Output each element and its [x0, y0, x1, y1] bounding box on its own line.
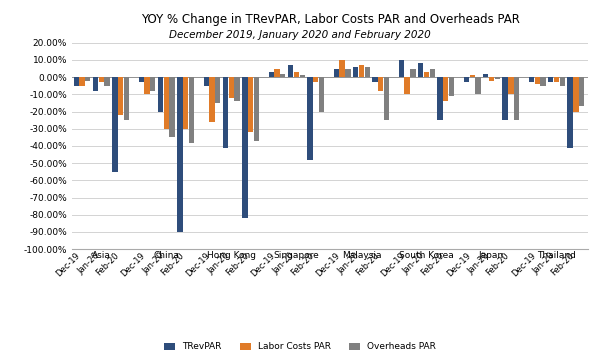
Text: South Korea: South Korea: [399, 251, 454, 260]
Bar: [540, 77, 545, 86]
Bar: [229, 77, 234, 98]
Bar: [334, 68, 339, 77]
Text: China: China: [154, 251, 179, 260]
Bar: [307, 77, 313, 160]
Bar: [449, 77, 454, 96]
Bar: [269, 72, 274, 77]
Bar: [288, 65, 293, 77]
Title: YOY % Change in TRevPAR, Labor Costs PAR and Overheads PAR: YOY % Change in TRevPAR, Labor Costs PAR…: [140, 13, 520, 26]
Bar: [209, 77, 215, 122]
Bar: [104, 77, 110, 86]
Bar: [254, 77, 259, 141]
Bar: [384, 77, 389, 120]
Bar: [189, 77, 194, 142]
Bar: [139, 77, 144, 82]
Bar: [489, 77, 494, 80]
Bar: [568, 77, 573, 148]
Bar: [178, 77, 182, 232]
Bar: [118, 77, 124, 115]
Bar: [280, 74, 286, 77]
Text: Japan: Japan: [479, 251, 504, 260]
Bar: [424, 72, 429, 77]
Bar: [93, 77, 98, 91]
Bar: [223, 77, 229, 148]
Text: Asia: Asia: [92, 251, 111, 260]
Bar: [418, 63, 424, 77]
Bar: [443, 77, 448, 101]
Bar: [145, 77, 149, 94]
Bar: [483, 74, 488, 77]
Bar: [430, 68, 435, 77]
Bar: [158, 77, 163, 111]
Bar: [502, 77, 508, 120]
Bar: [437, 77, 443, 120]
Bar: [215, 77, 220, 103]
Bar: [514, 77, 519, 120]
Bar: [365, 67, 370, 77]
Bar: [529, 77, 534, 82]
Bar: [373, 77, 378, 82]
Bar: [85, 77, 91, 80]
Bar: [274, 68, 280, 77]
Bar: [74, 77, 79, 86]
Bar: [169, 77, 175, 137]
Text: Malaysia: Malaysia: [342, 251, 381, 260]
Bar: [203, 77, 209, 86]
Bar: [359, 65, 364, 77]
Bar: [124, 77, 129, 120]
Bar: [299, 75, 305, 77]
Bar: [475, 77, 481, 94]
Bar: [508, 77, 514, 94]
Bar: [410, 68, 416, 77]
Bar: [494, 77, 500, 79]
Bar: [404, 77, 410, 94]
Bar: [535, 77, 540, 84]
Bar: [560, 77, 565, 86]
Bar: [470, 75, 475, 77]
Bar: [548, 77, 553, 82]
Bar: [340, 60, 345, 77]
Bar: [98, 77, 104, 82]
Bar: [150, 77, 155, 91]
Bar: [242, 77, 248, 218]
Bar: [579, 77, 584, 106]
Bar: [378, 77, 383, 91]
Bar: [183, 77, 188, 129]
Legend: TRevPAR, Labor Costs PAR, Overheads PAR: TRevPAR, Labor Costs PAR, Overheads PAR: [161, 339, 439, 355]
Bar: [345, 68, 350, 77]
Bar: [248, 77, 253, 132]
Text: December 2019, January 2020 and February 2020: December 2019, January 2020 and February…: [169, 30, 431, 40]
Bar: [353, 67, 358, 77]
Bar: [313, 77, 319, 82]
Bar: [573, 77, 578, 111]
Bar: [164, 77, 169, 129]
Bar: [399, 60, 404, 77]
Bar: [294, 72, 299, 77]
Text: Hong Kong: Hong Kong: [207, 251, 256, 260]
Text: Thailand: Thailand: [537, 251, 576, 260]
Bar: [464, 77, 469, 82]
Bar: [554, 77, 559, 82]
Bar: [319, 77, 324, 111]
Bar: [79, 77, 85, 86]
Text: Singapore: Singapore: [274, 251, 319, 260]
Bar: [235, 77, 240, 101]
Bar: [112, 77, 118, 172]
